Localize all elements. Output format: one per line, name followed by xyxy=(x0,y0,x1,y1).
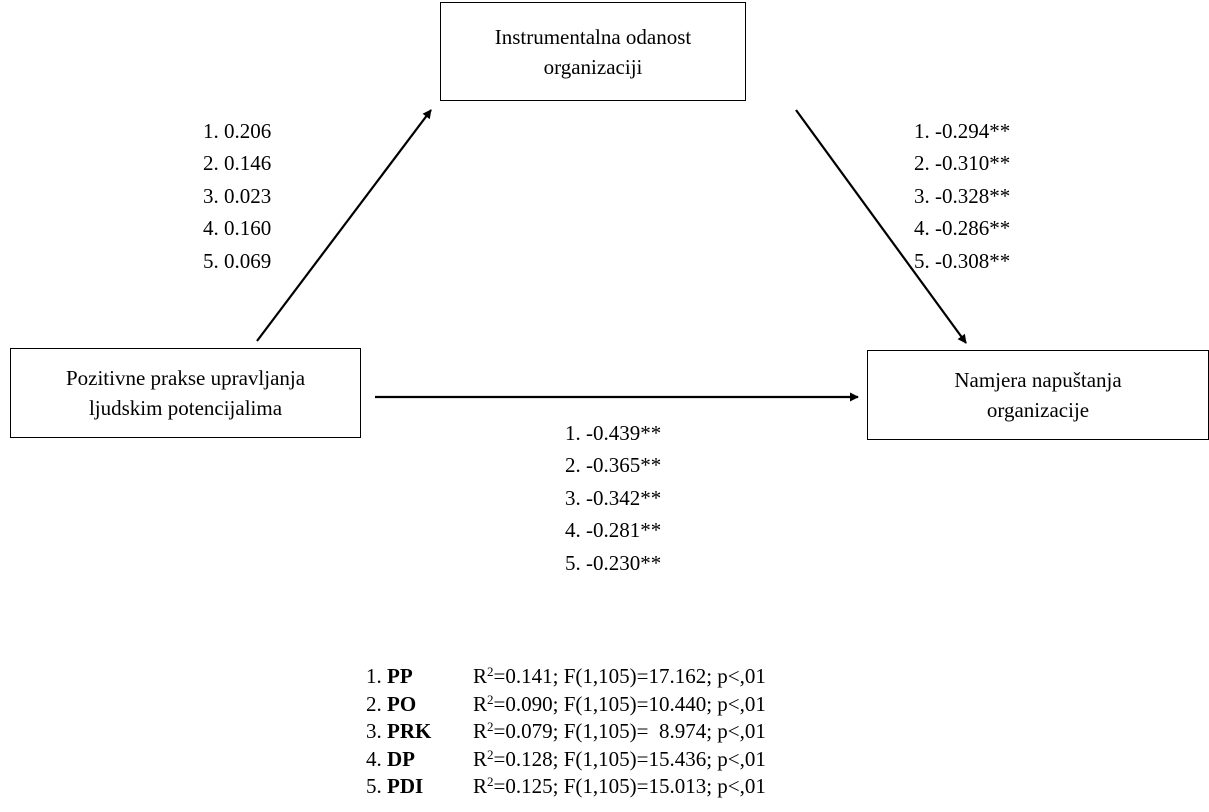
outcome-label-line2: organizacije xyxy=(986,398,1090,422)
r2-symbol: R xyxy=(473,691,488,716)
coefficient: 5. 0.069 xyxy=(203,248,272,273)
r2-superscript: 2 xyxy=(487,746,494,762)
coefficient: 5. -0.230** xyxy=(565,550,662,575)
predictor-label-line1: Pozitivne prakse upravljanja xyxy=(65,366,306,390)
coefficient: 1. -0.439** xyxy=(565,421,662,445)
r2-superscript: 2 xyxy=(487,719,494,735)
path-c-coefficients: 1. -0.439** 2. -0.365** 3. -0.342** 4. -… xyxy=(565,417,661,579)
stat-row: 2. PO R2=0.090; F(1,105)=10.440; p<,01 xyxy=(366,691,766,719)
mediator-label-line2: organizaciji xyxy=(543,54,643,79)
predictor-label-line2: ljudskim potencijalima xyxy=(88,396,283,420)
coefficient: 3. 0.023 xyxy=(203,183,272,208)
mediator-label-line1: Instrumentalna odanost xyxy=(494,24,692,49)
stat-text: =0.079; F(1,105)= 8.974; p<,01 xyxy=(493,719,766,744)
coefficient: 2. 0.146 xyxy=(203,151,272,176)
outcome-label-line1: Namjera napuštanja xyxy=(954,368,1122,392)
stat-number: 5. xyxy=(366,774,382,799)
stat-row: 3. PRK R2=0.079; F(1,105)= 8.974; p<,01 xyxy=(366,718,766,746)
coefficient: 1. 0.206 xyxy=(203,119,272,143)
stat-text: =0.125; F(1,105)=15.013; p<,01 xyxy=(493,774,766,799)
stat-number: 3. xyxy=(366,719,382,744)
path-a-coefficients: 1. 0.206 2. 0.146 3. 0.023 4. 0.160 5. 0… xyxy=(203,115,271,277)
stat-number: 2. xyxy=(366,691,382,716)
outcome-box: Namjera napuštanja organizacije xyxy=(867,350,1209,440)
stat-label: 4. DP xyxy=(366,746,473,774)
stat-value: R2=0.128; F(1,105)=15.436; p<,01 xyxy=(473,746,766,774)
r2-superscript: 2 xyxy=(487,774,494,790)
coefficient: 4. 0.160 xyxy=(203,216,272,241)
r2-symbol: R xyxy=(473,664,488,688)
stat-value: R2=0.079; F(1,105)= 8.974; p<,01 xyxy=(473,718,766,746)
coefficient: 4. -0.281** xyxy=(565,518,662,543)
r2-superscript: 2 xyxy=(487,664,494,679)
coefficient: 2. -0.365** xyxy=(565,453,662,478)
stat-text: =0.128; F(1,105)=15.436; p<,01 xyxy=(493,746,766,771)
coefficient: 5. -0.308** xyxy=(914,248,1011,273)
stat-code: PO xyxy=(387,691,417,716)
stat-code: DP xyxy=(387,746,415,771)
stat-row: 4. DP R2=0.128; F(1,105)=15.436; p<,01 xyxy=(366,746,766,774)
path-b-coefficients: 1. -0.294** 2. -0.310** 3. -0.328** 4. -… xyxy=(914,115,1010,277)
coefficient: 3. -0.328** xyxy=(914,183,1011,208)
coefficient: 3. -0.342** xyxy=(565,485,662,510)
stat-number: 1. xyxy=(366,664,382,688)
r2-symbol: R xyxy=(473,719,488,744)
predictor-box: Pozitivne prakse upravljanja ljudskim po… xyxy=(10,348,361,438)
stat-text: =0.090; F(1,105)=10.440; p<,01 xyxy=(493,691,766,716)
stat-label: 3. PRK xyxy=(366,718,473,746)
r2-superscript: 2 xyxy=(487,691,494,707)
r2-symbol: R xyxy=(473,746,488,771)
coefficient: 2. -0.310** xyxy=(914,151,1011,176)
stat-code: PDI xyxy=(387,774,424,799)
arrow-predictor-to-mediator xyxy=(256,109,432,342)
arrow-mediator-to-outcome xyxy=(795,109,967,344)
model-fit-statistics: 1. PP R2=0.141; F(1,105)=17.162; p<,01 2… xyxy=(366,663,766,801)
stat-row: 5. PDI R2=0.125; F(1,105)=15.013; p<,01 xyxy=(366,773,766,801)
coefficient: 4. -0.286** xyxy=(914,216,1011,241)
stat-label: 5. PDI xyxy=(366,773,473,801)
stat-number: 4. xyxy=(366,746,382,771)
mediator-box: Instrumentalna odanost organizaciji xyxy=(440,2,746,101)
coefficient: 1. -0.294** xyxy=(914,119,1011,143)
stat-code: PRK xyxy=(387,719,432,744)
stat-value: R2=0.090; F(1,105)=10.440; p<,01 xyxy=(473,691,766,719)
stat-value: R2=0.141; F(1,105)=17.162; p<,01 xyxy=(473,663,766,691)
stat-text: =0.141; F(1,105)=17.162; p<,01 xyxy=(493,664,766,688)
stat-row: 1. PP R2=0.141; F(1,105)=17.162; p<,01 xyxy=(366,663,766,691)
stat-label: 1. PP xyxy=(366,663,473,691)
stat-label: 2. PO xyxy=(366,691,473,719)
stat-code: PP xyxy=(387,664,413,688)
stat-value: R2=0.125; F(1,105)=15.013; p<,01 xyxy=(473,773,766,801)
r2-symbol: R xyxy=(473,774,488,799)
